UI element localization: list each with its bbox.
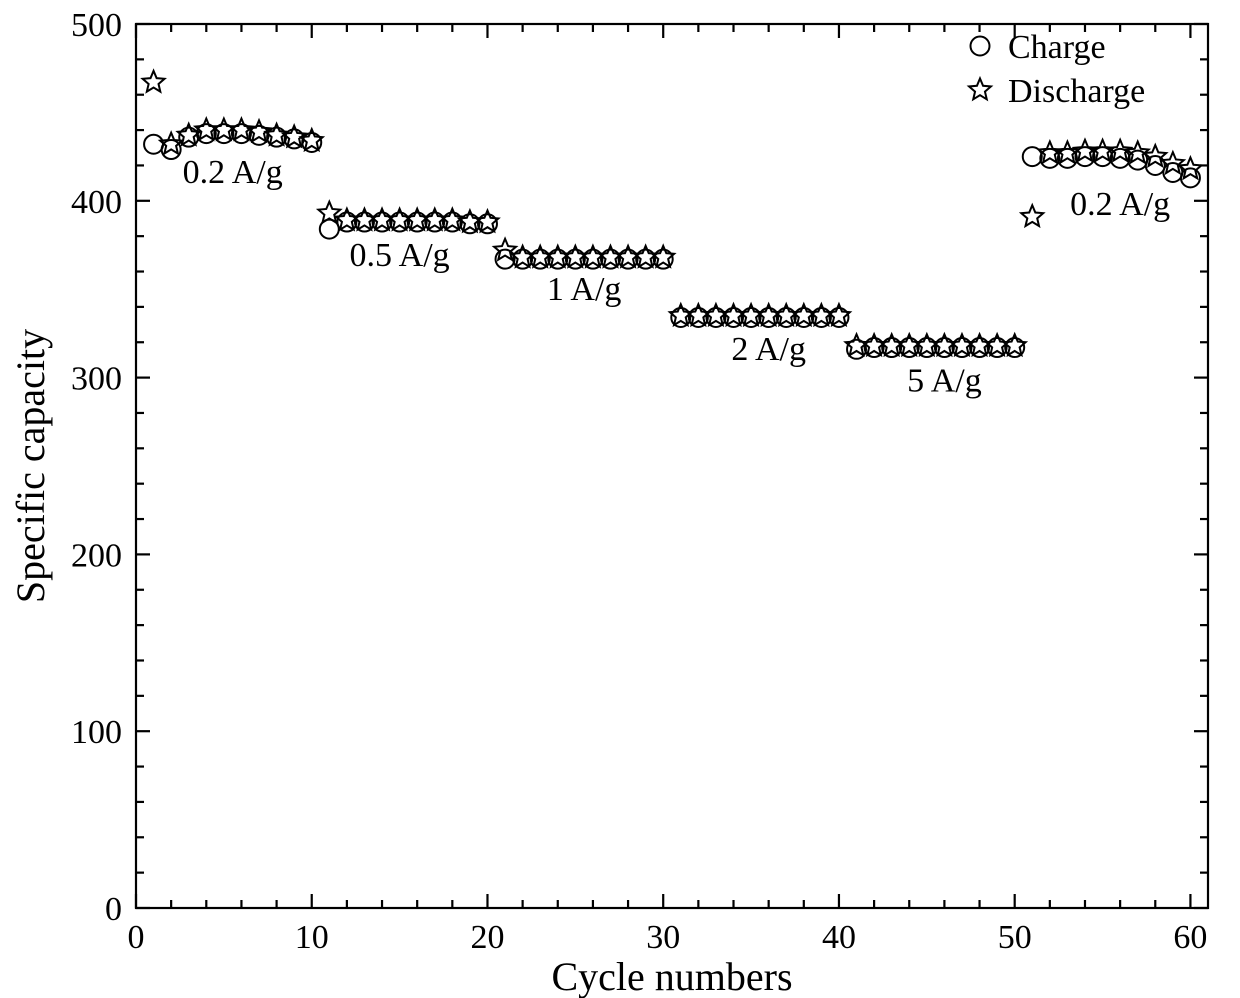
rate-annotation: 2 A/g [731, 331, 806, 368]
y-tick-label: 0 [105, 891, 122, 928]
x-tick-label: 60 [1173, 919, 1207, 956]
rate-annotation: 0.2 A/g [183, 154, 283, 191]
rate-annotation: 1 A/g [547, 271, 622, 308]
chart-svg: 0 10 20 30 40 50 60 0 100 200 300 400 500 Cycle numbe… [0, 0, 1240, 998]
rate-annotation: 5 A/g [907, 363, 982, 400]
x-tick-label: 0 [128, 919, 145, 956]
x-tick-label: 30 [646, 919, 680, 956]
legend-label: Charge [1008, 29, 1106, 66]
capacity-rate-chart: 0 10 20 30 40 50 60 0 100 200 300 400 500 Cycle numbe… [0, 0, 1240, 998]
y-tick-label: 400 [71, 184, 122, 221]
rate-annotation: 0.2 A/g [1070, 186, 1170, 223]
x-tick-label: 40 [822, 919, 856, 956]
y-tick-label: 300 [71, 361, 122, 398]
x-axis-label: Cycle numbers [551, 954, 792, 998]
x-tick-label: 20 [470, 919, 504, 956]
x-tick-label: 10 [295, 919, 329, 956]
y-tick-label: 100 [71, 714, 122, 751]
y-tick-label: 200 [71, 537, 122, 574]
rate-annotation: 0.5 A/g [350, 237, 450, 274]
y-axis-label: Specific capacity [8, 329, 53, 603]
x-tick-label: 50 [998, 919, 1032, 956]
y-tick-label: 500 [71, 7, 122, 44]
legend-label: Discharge [1008, 73, 1145, 110]
